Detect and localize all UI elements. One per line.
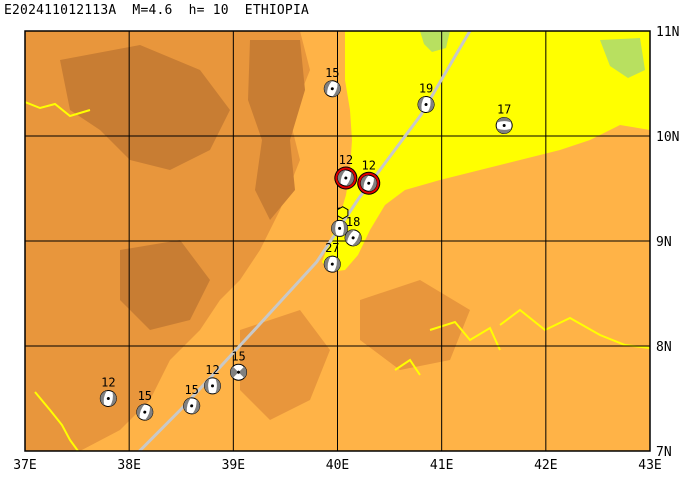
p-axis-dot	[106, 397, 110, 400]
compression-lobe	[368, 177, 377, 192]
focal-mechanism: 27	[323, 241, 341, 273]
p-axis-dot	[367, 181, 371, 185]
focal-mechanism: 12	[99, 376, 117, 407]
compression-lobe	[183, 397, 191, 413]
p-axis-dot	[143, 410, 147, 414]
depth-label: 27	[325, 241, 339, 255]
depth-label: 15	[325, 66, 339, 80]
focal-mechanism: 12	[334, 153, 358, 190]
depth-label: 12	[339, 153, 353, 167]
compression-lobe	[324, 80, 333, 95]
p-axis-dot	[237, 370, 241, 374]
compression-lobe	[192, 399, 200, 414]
p-axis-dot	[211, 384, 214, 388]
lowland-rift-region	[322, 31, 650, 272]
p-axis-dot	[502, 124, 506, 127]
p-axis-dot	[351, 236, 355, 240]
depth-label: 12	[205, 363, 219, 377]
p-axis-dot	[424, 103, 428, 106]
focal-mechanism: 15	[323, 66, 341, 98]
highland-dark-region-east	[360, 280, 470, 370]
focal-mechanism: 19	[417, 82, 435, 113]
longitude-tick-label: 43E	[638, 458, 661, 473]
depth-label: 12	[362, 158, 376, 172]
compression-lobe	[204, 378, 210, 394]
longitude-tick-label: 37E	[13, 458, 36, 473]
depth-label: 19	[419, 82, 433, 96]
highland-darker-region-2	[248, 40, 305, 220]
p-axis-dot	[330, 262, 334, 266]
compression-lobe	[337, 169, 346, 185]
depth-label: 15	[231, 349, 245, 363]
green-lowland-patch-2	[600, 38, 645, 78]
green-lowland-patch	[420, 31, 450, 52]
depth-label: 18	[346, 215, 360, 229]
compression-lobe	[109, 391, 117, 407]
highland-darker-region-3	[120, 240, 210, 330]
compression-lobe	[360, 175, 369, 190]
depth-label: 15	[184, 383, 198, 397]
focal-mechanism: 15	[183, 383, 201, 415]
p-axis-dot	[344, 176, 348, 180]
depth-label: 17	[497, 103, 511, 117]
longitude-labels: 37E 38E 39E 40E 41E 42E 43E	[13, 458, 661, 473]
compression-lobe	[345, 229, 355, 243]
plate-boundary-line	[137, 31, 472, 451]
focal-mechanism: 15	[230, 349, 248, 381]
longitude-tick-label: 42E	[534, 458, 557, 473]
compression-quadrant	[238, 366, 247, 378]
focal-mechanism: 17	[495, 103, 513, 134]
p-axis-dot	[190, 404, 194, 408]
compression-lobe	[417, 96, 425, 112]
compression-lobe	[331, 220, 337, 236]
focal-mechanisms: 1512151215271181212151917	[99, 66, 513, 421]
compression-lobe	[100, 390, 107, 406]
epicenter-marker	[337, 206, 349, 220]
depth-label: 12	[101, 376, 115, 390]
highland-darker-region-4	[240, 310, 330, 420]
compression-lobe	[136, 404, 145, 419]
compression-lobe	[332, 82, 341, 97]
rivers	[25, 101, 650, 451]
longitude-tick-label: 39E	[222, 458, 245, 473]
compression-lobe	[144, 406, 153, 421]
latitude-tick-label: 7N	[656, 445, 672, 460]
latitude-tick-label: 11N	[656, 25, 679, 40]
latitude-labels: 7N 8N 9N 10N 11N	[656, 25, 679, 460]
longitude-tick-label: 41E	[430, 458, 453, 473]
map-frame	[24, 30, 651, 452]
longitude-tick-label: 38E	[117, 458, 140, 473]
compression-lobe	[427, 97, 435, 113]
depth-label: 15	[138, 389, 152, 403]
compression-lobe	[333, 257, 341, 272]
compression-lobe	[351, 232, 362, 246]
p-axis-dot	[338, 226, 342, 230]
compression-lobe	[345, 171, 354, 187]
compression-quadrant	[230, 366, 239, 378]
compression-lobe	[324, 256, 331, 272]
compression-lobe	[215, 378, 221, 394]
compression-lobe	[342, 220, 348, 236]
latitude-tick-label: 8N	[656, 340, 672, 355]
map-title: E202411012113A M=4.6 h= 10 ETHIOPIA	[4, 3, 310, 18]
compression-lobe	[496, 117, 512, 123]
p-axis-dot	[330, 87, 334, 91]
latitude-tick-label: 10N	[656, 130, 679, 145]
focal-mechanism: 12	[357, 158, 381, 195]
highland-darker-region	[60, 45, 230, 170]
focal-mechanism: 18	[344, 215, 362, 247]
focal-mechanism: 12	[204, 363, 221, 395]
latitude-tick-label: 9N	[656, 235, 672, 250]
compression-lobe	[496, 128, 512, 134]
longitude-tick-label: 40E	[326, 458, 349, 473]
focal-mechanism: 15	[136, 389, 154, 421]
